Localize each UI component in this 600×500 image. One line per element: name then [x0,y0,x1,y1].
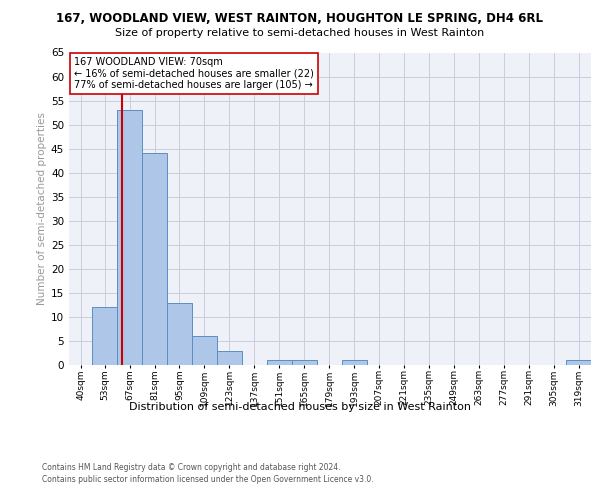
Text: Contains HM Land Registry data © Crown copyright and database right 2024.: Contains HM Land Registry data © Crown c… [42,462,341,471]
Text: Size of property relative to semi-detached houses in West Rainton: Size of property relative to semi-detach… [115,28,485,38]
Bar [192,336,217,365]
Text: 167, WOODLAND VIEW, WEST RAINTON, HOUGHTON LE SPRING, DH4 6RL: 167, WOODLAND VIEW, WEST RAINTON, HOUGHT… [56,12,544,26]
Bar [117,110,142,365]
Bar [566,360,591,365]
Bar [92,308,117,365]
Y-axis label: Number of semi-detached properties: Number of semi-detached properties [37,112,47,305]
Bar [292,360,317,365]
Bar [142,154,167,365]
Text: Contains public sector information licensed under the Open Government Licence v3: Contains public sector information licen… [42,475,374,484]
Text: Distribution of semi-detached houses by size in West Rainton: Distribution of semi-detached houses by … [129,402,471,412]
Bar [167,302,192,365]
Text: 167 WOODLAND VIEW: 70sqm
← 16% of semi-detached houses are smaller (22)
77% of s: 167 WOODLAND VIEW: 70sqm ← 16% of semi-d… [74,57,314,90]
Bar [267,360,292,365]
Bar [341,360,367,365]
Bar [217,350,242,365]
